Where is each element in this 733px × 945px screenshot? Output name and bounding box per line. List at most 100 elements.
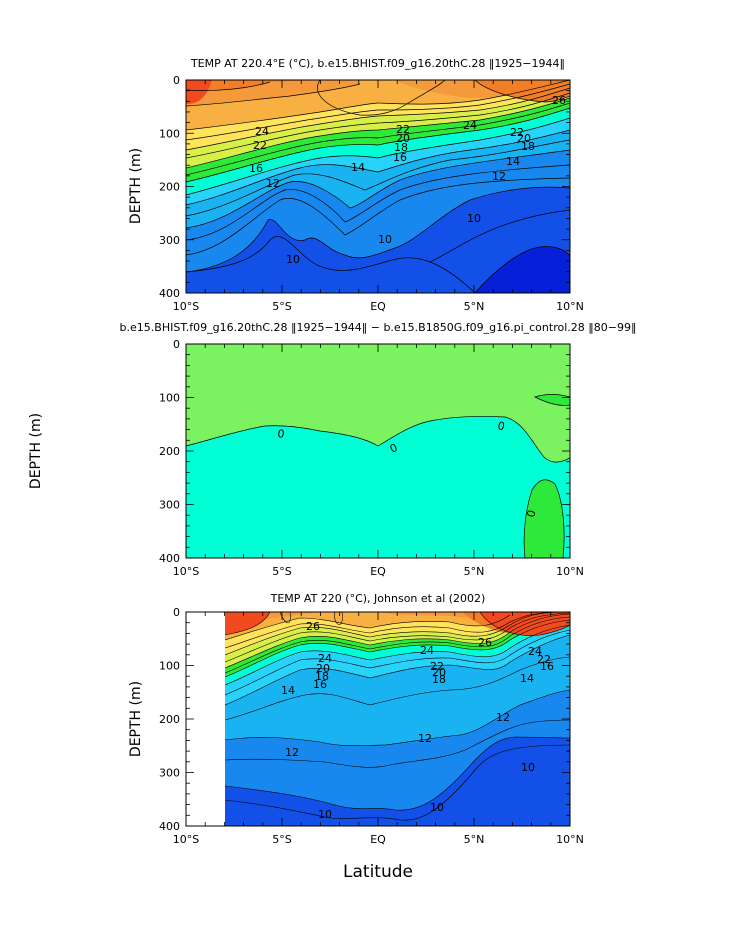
y-tick-label: 400 xyxy=(159,820,180,833)
panel-1-field xyxy=(186,80,570,293)
contour-label: 26 xyxy=(306,620,320,633)
contour-label: 18 xyxy=(315,670,329,683)
contour-label: 10 xyxy=(378,233,392,246)
contour-label: 14 xyxy=(281,684,295,697)
contour-label: 20 xyxy=(396,132,410,145)
x-tick-label: 10°N xyxy=(556,833,584,846)
panel-3-title: TEMP AT 220 (°C), Johnson et al (2002) xyxy=(270,592,486,605)
y-tick-label: 100 xyxy=(159,392,180,405)
x-tick-label: 5°N xyxy=(464,565,485,578)
y-tick-label: 100 xyxy=(159,660,180,673)
region-light-green xyxy=(186,344,570,463)
x-tick-label: 5°S xyxy=(272,300,291,313)
y-tick-label: 200 xyxy=(159,181,180,194)
contour-label: 22 xyxy=(537,653,551,666)
contour-label: 10 xyxy=(467,212,481,225)
x-tick-label: 5°N xyxy=(464,833,485,846)
panel-2: 0 0 0 0 10°S 5°S EQ 5°N 10°N 0 100 200 300 400 b.… xyxy=(28,321,636,578)
panel-1-contour-labels: 26 24 24 22 22 22 20 20 18 18 16 16 14 1… xyxy=(249,94,566,266)
contour-label: 22 xyxy=(430,660,444,673)
contour-label: 22 xyxy=(253,139,267,152)
y-tick-label: 200 xyxy=(159,445,180,458)
contour-label: 16 xyxy=(313,678,327,691)
x-tick-label: EQ xyxy=(370,833,386,846)
region-deep-blue-bottom xyxy=(186,236,476,293)
panel-2-field xyxy=(186,344,570,558)
region-red xyxy=(186,80,212,104)
panel-2-y-axis-label: DEPTH (m) xyxy=(28,413,44,489)
x-tick-label: 10°N xyxy=(556,565,584,578)
contour-label: 20 xyxy=(432,666,446,679)
region-green-lens xyxy=(534,394,570,406)
contour-label: 24 xyxy=(463,119,477,132)
contour-label: 16 xyxy=(540,660,554,673)
panel-3: 26 26 24 24 24 22 22 20 20 18 18 16 16 1… xyxy=(128,592,584,882)
contour-label: 12 xyxy=(492,170,506,183)
y-tick-label: 200 xyxy=(159,713,180,726)
contour-label: 0 xyxy=(388,441,400,456)
x-tick-label: 10°S xyxy=(173,833,199,846)
panel-1: 26 24 24 22 22 22 20 20 18 18 16 16 14 1… xyxy=(128,57,584,313)
contour-label: 10 xyxy=(521,761,535,774)
contour-label: 12 xyxy=(418,732,432,745)
y-tick-label: 300 xyxy=(159,767,180,780)
x-axis-label: Latitude xyxy=(343,862,413,882)
contour-label: 16 xyxy=(249,162,263,175)
panel-3-y-axis-label: DEPTH (m) xyxy=(128,681,144,757)
contour-label: 18 xyxy=(521,140,535,153)
y-tick-label: 400 xyxy=(159,287,180,300)
contour-label: 16 xyxy=(393,151,407,164)
contour-label: 26 xyxy=(552,94,566,107)
contour-label: 14 xyxy=(520,672,534,685)
x-tick-label: 5°S xyxy=(272,565,291,578)
region-green-blob xyxy=(523,479,565,558)
contour-label: 22 xyxy=(510,126,524,139)
contour-label: 24 xyxy=(420,644,434,657)
contour-label: 18 xyxy=(432,673,446,686)
y-tick-label: 300 xyxy=(159,499,180,512)
panel-2-title: b.e15.BHIST.f09_g16.20thC.28 ‖1925−1944‖… xyxy=(120,321,637,334)
contour-label: 12 xyxy=(266,177,280,190)
panel-3-field xyxy=(225,612,570,826)
contour-lines xyxy=(186,80,570,293)
contour-label: 20 xyxy=(316,662,330,675)
y-tick-label: 400 xyxy=(159,552,180,565)
region-orange xyxy=(225,612,500,625)
y-tick-label: 100 xyxy=(159,127,180,140)
contour-label: 26 xyxy=(478,636,492,649)
zero-contour xyxy=(186,416,570,463)
x-tick-label: EQ xyxy=(370,565,386,578)
contour-lines xyxy=(225,612,570,821)
x-tick-label: 10°S xyxy=(173,565,199,578)
contour-label: 22 xyxy=(396,123,410,136)
contour-label: 10 xyxy=(430,801,444,814)
panel-2-contour-labels: 0 0 0 0 xyxy=(277,419,539,519)
panel-3-ticks: 10°S 5°S EQ 5°N 10°N 0 100 200 300 400 xyxy=(159,606,584,846)
region-orange-light xyxy=(225,612,515,640)
contour-label: 10 xyxy=(286,253,300,266)
contour-label: 20 xyxy=(517,132,531,145)
y-tick-label: 300 xyxy=(159,234,180,247)
contour-label: 0 xyxy=(277,427,286,441)
contour-label: 24 xyxy=(528,645,542,658)
contour-label: 12 xyxy=(496,711,510,724)
contour-label: 14 xyxy=(351,161,365,174)
y-tick-label: 0 xyxy=(173,606,180,619)
contour-label: 10 xyxy=(318,808,332,821)
region-navy-shape xyxy=(474,246,570,293)
panel-1-title: TEMP AT 220.4°E (°C), b.e15.BHIST.f09_g1… xyxy=(190,57,565,70)
panel-3-contour-labels: 26 26 24 24 24 22 22 20 20 18 18 16 16 1… xyxy=(281,620,554,821)
x-tick-label: EQ xyxy=(370,300,386,313)
contour-label: 14 xyxy=(506,155,520,168)
panel-1-y-axis-label: DEPTH (m) xyxy=(128,148,144,224)
x-tick-label: 5°S xyxy=(272,833,291,846)
contour-label: 18 xyxy=(394,141,408,154)
contour-label: 24 xyxy=(255,125,269,138)
panel-2-ticks: 10°S 5°S EQ 5°N 10°N 0 100 200 300 400 xyxy=(159,338,584,578)
x-tick-label: 10°N xyxy=(556,300,584,313)
y-tick-label: 0 xyxy=(173,338,180,351)
panel-1-ticks: 10°S 5°S EQ 5°N 10°N 0 100 200 300 400 xyxy=(159,74,584,313)
y-tick-label: 0 xyxy=(173,74,180,87)
contour-label: 0 xyxy=(496,419,506,433)
